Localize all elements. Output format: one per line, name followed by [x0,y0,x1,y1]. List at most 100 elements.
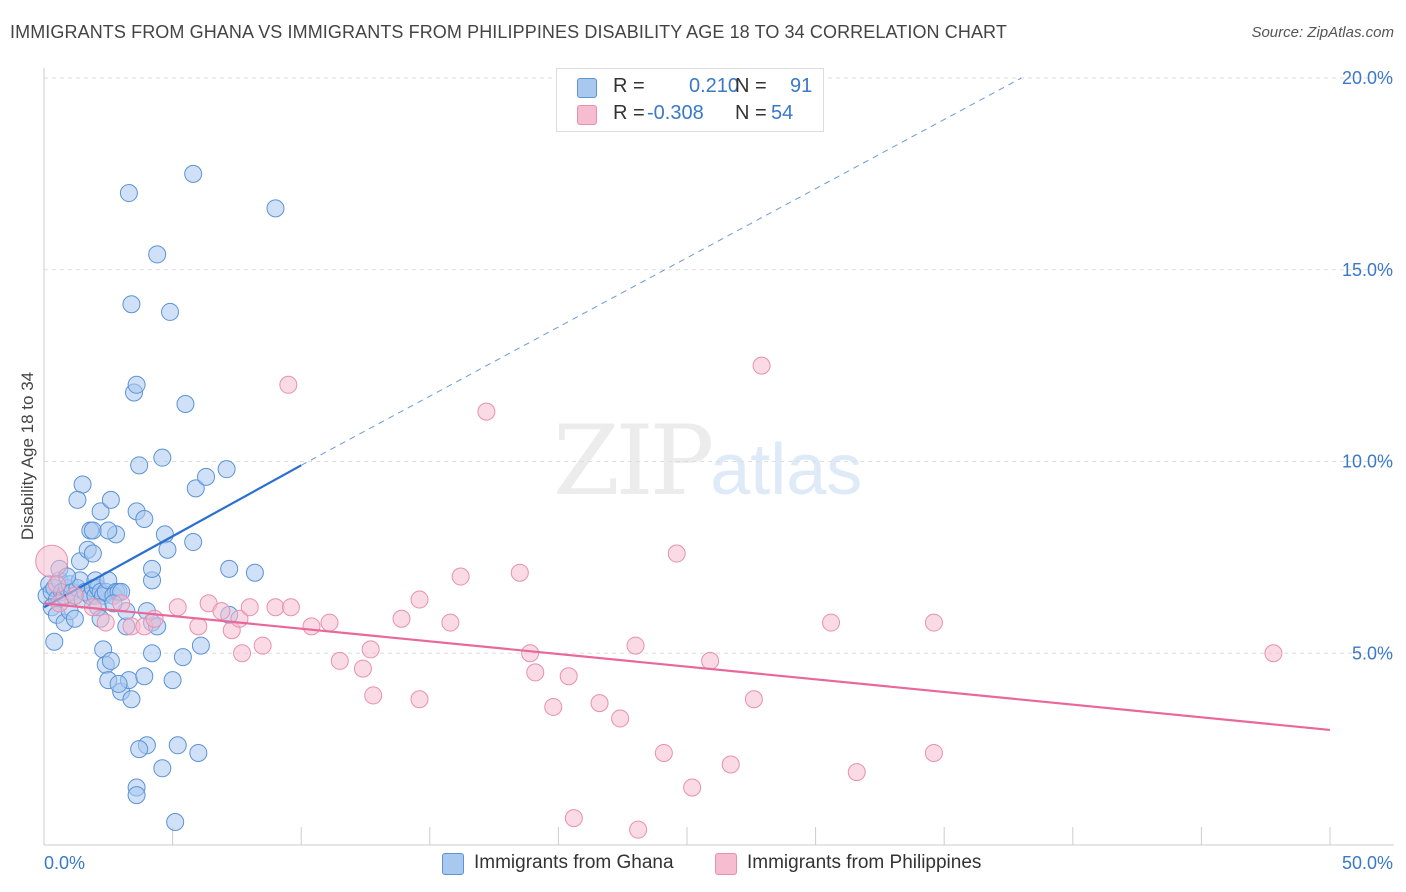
watermark: ZIPatlas [553,405,862,517]
x-tick-label: 50.0% [1342,853,1393,873]
point-ghana [101,490,120,509]
point-ghana [186,479,205,498]
watermark-atlas: atlas [710,430,863,510]
point-philippines [364,686,383,705]
point-philippines [667,544,686,563]
point-ghana [135,667,154,686]
point-ghana [45,632,64,651]
bottom-legend-swatch-philippines [715,853,737,875]
point-ghana [184,533,203,552]
point-ghana [173,648,192,667]
legend-n-label: N = [735,75,767,97]
legend-row-ghana: R = 0.210 N = 91 [557,74,823,100]
point-philippines [924,743,943,762]
legend-r-value-philippines: -0.308 [647,102,704,124]
point-philippines [752,356,771,375]
chart-title: IMMIGRANTS FROM GHANA VS IMMIGRANTS FROM… [10,22,1007,42]
point-ghana [83,521,102,540]
point-philippines [233,644,252,663]
point-ghana [153,759,172,778]
legend-swatch-philippines [577,105,597,125]
y-tick-label: 10.0% [1342,452,1393,472]
point-philippines [65,586,84,605]
point-ghana [166,812,185,831]
point-philippines [564,809,583,828]
y-tick-label: 15.0% [1342,260,1393,280]
point-ghana [176,394,195,413]
legend-r-value-ghana: 0.210 [689,75,740,97]
point-ghana [163,671,182,690]
point-philippines [629,820,648,839]
trend-lines [300,77,1022,466]
point-ghana [127,375,146,394]
tick-labels: 5.0% 10.0% 15.0% 20.0% 0.0% 50.0% [44,68,1393,873]
legend-n-value-ghana: 91 [790,75,813,97]
point-philippines [410,590,429,609]
point-ghana [148,245,167,264]
point-philippines [266,598,285,617]
point-philippines [924,613,943,632]
point-philippines [361,640,380,659]
point-ghana [217,460,236,479]
y-tick-label: 20.0% [1342,68,1393,88]
grid [44,77,1394,654]
point-philippines [441,613,460,632]
point-ghana [184,164,203,183]
point-ghana [158,540,177,559]
legend-row-philippines: R = -0.308 N = 54 [557,101,823,127]
point-philippines [392,609,411,628]
point-philippines [240,598,259,617]
point-philippines [212,602,231,621]
trend-line-ghana [43,464,302,609]
point-ghana [127,786,146,805]
point-philippines [353,659,372,678]
point-philippines [701,651,720,670]
bottom-legend-swatch-ghana [442,853,464,875]
point-ghana [189,743,208,762]
point-philippines [721,755,740,774]
point-ghana [220,559,239,578]
point-philippines [96,613,115,632]
point-philippines [590,694,609,713]
point-ghana [99,521,118,540]
legend: R = 0.210 N = 91 R = -0.308 N = 54 [556,68,824,132]
point-ghana [266,199,285,218]
point-ghana [122,690,141,709]
point-philippines [330,651,349,670]
point-philippines [281,598,300,617]
point-philippines [279,375,298,394]
point-philippines [626,636,645,655]
point-ghana [130,456,149,475]
point-philippines [822,613,841,632]
legend-r-label: R = [613,102,645,124]
point-ghana [73,475,92,494]
point-ghana [130,740,149,759]
point-philippines [302,617,321,636]
point-ghana [119,184,138,203]
point-ghana [109,674,128,693]
point-philippines [189,617,208,636]
legend-swatch-ghana [577,78,597,98]
series-ghana [37,164,302,831]
point-ghana [101,651,120,670]
point-philippines [47,575,66,594]
point-philippines [1264,644,1283,663]
point-philippines [611,709,630,728]
point-philippines [168,598,187,617]
point-philippines [320,613,339,632]
point-philippines [253,636,272,655]
point-philippines [521,644,540,663]
point-philippines [477,402,496,421]
axes [43,68,1394,846]
point-philippines [683,778,702,797]
point-ghana [143,644,162,663]
point-ghana [91,502,110,521]
legend-r-label: R = [613,75,645,97]
point-ghana [161,302,180,321]
point-philippines [654,743,673,762]
point-ghana [153,448,172,467]
point-philippines [559,667,578,686]
point-ghana [143,559,162,578]
source-label: Source: ZipAtlas.com [1251,24,1394,41]
point-philippines [744,690,763,709]
